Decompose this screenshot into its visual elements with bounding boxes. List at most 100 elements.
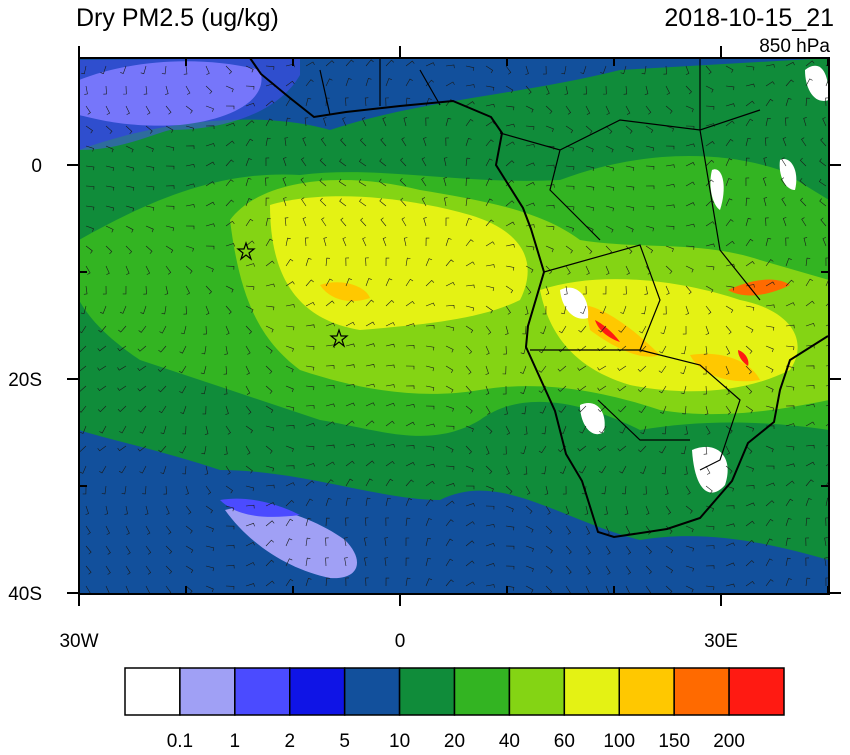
wind-barb [725, 465, 733, 474]
wind-barb [405, 97, 411, 107]
wind-barb [285, 237, 291, 247]
wind-barb [658, 365, 667, 374]
wind-barb [523, 465, 528, 475]
wind-barb [725, 138, 734, 147]
wind-barb [561, 305, 567, 315]
wind-barb [559, 465, 567, 474]
wind-barb [185, 265, 193, 274]
wind-barb [465, 325, 474, 334]
wind-barb [225, 243, 235, 247]
wind-barb [445, 385, 454, 393]
wind-barb [805, 517, 810, 527]
wind-barb [425, 117, 429, 127]
wind-barb [485, 85, 495, 91]
wind-barb [765, 259, 774, 267]
colorbar-label: 40 [499, 731, 520, 750]
wind-barb [645, 245, 654, 254]
wind-barb [105, 525, 110, 535]
wind-barb [465, 540, 475, 547]
wind-barb [325, 365, 335, 369]
wind-barb [805, 479, 814, 487]
wind-barb [745, 197, 750, 207]
wind-barb [105, 225, 114, 233]
wind-barb [638, 445, 647, 453]
wind-barb [325, 479, 334, 487]
wind-barb [405, 498, 413, 507]
wind-barb [385, 460, 395, 467]
pm25-field [79, 58, 829, 594]
wind-barb [245, 85, 255, 90]
wind-barb [205, 105, 214, 112]
wind-barb [399, 177, 407, 187]
wind-barb [365, 59, 374, 67]
wind-barb [583, 85, 587, 95]
wind-barb [265, 385, 273, 394]
wind-barb [364, 517, 369, 527]
wind-barb [325, 421, 335, 427]
wind-barb [385, 59, 395, 67]
wind-barb [445, 558, 454, 567]
wind-barb [725, 103, 735, 107]
wind-barb [245, 285, 255, 291]
wind-barb [122, 285, 127, 295]
wind-barb [765, 482, 775, 487]
wind-barb [545, 285, 550, 295]
wind-barb [703, 365, 707, 375]
wind-barb [685, 505, 693, 514]
wind-barb [645, 545, 652, 555]
wind-barb [165, 265, 172, 275]
wind-barb [118, 325, 127, 333]
wind-barb [425, 237, 430, 247]
wind-barb [125, 245, 133, 255]
wind-barb [201, 385, 207, 395]
valid-time: 2018-10-15_21 [664, 4, 834, 32]
wind-barb [520, 345, 527, 355]
wind-barb [285, 405, 295, 411]
wind-barb [445, 445, 454, 453]
wind-barb [165, 165, 175, 170]
wind-barb [725, 198, 733, 207]
wind-barb [200, 365, 207, 375]
pm25-contour [692, 446, 728, 493]
wind-barb [765, 558, 773, 567]
wind-barb [825, 480, 829, 487]
wind-barb [117, 445, 127, 452]
wind-barb [605, 105, 610, 115]
wind-barb [465, 465, 474, 473]
wind-barb [185, 183, 195, 188]
wind-barb [158, 445, 167, 453]
wind-barb [345, 460, 355, 467]
wind-barb [445, 405, 454, 412]
wind-barb [179, 345, 187, 354]
wind-barb [285, 281, 295, 287]
wind-barb [425, 325, 435, 329]
wind-barb [305, 324, 315, 328]
wind-barb [665, 245, 674, 252]
wind-barb [365, 478, 373, 487]
wind-barb [345, 402, 355, 407]
wind-barb [465, 485, 475, 490]
wind-barb [485, 345, 490, 355]
wind-barb [502, 365, 507, 375]
wind-barb [265, 345, 273, 354]
wind-barb [265, 425, 275, 432]
wind-barb [385, 257, 390, 267]
wind-barb [725, 285, 735, 291]
wind-barb [801, 217, 807, 227]
wind-barb [725, 178, 732, 187]
wind-barb [825, 302, 829, 307]
wind-barb [622, 485, 627, 495]
wind-barb [505, 585, 515, 591]
wind-barb [583, 285, 587, 295]
wind-barb [225, 65, 232, 75]
wind-barb [358, 178, 367, 187]
wind-barb [645, 205, 655, 210]
wind-barb [405, 577, 411, 587]
wind-barb [265, 157, 270, 167]
wind-barb [80, 305, 87, 315]
wind-barb [338, 178, 347, 187]
wind-barb [339, 198, 347, 207]
wind-barb [822, 117, 827, 127]
wind-barb [539, 405, 547, 414]
wind-barb [665, 105, 673, 114]
